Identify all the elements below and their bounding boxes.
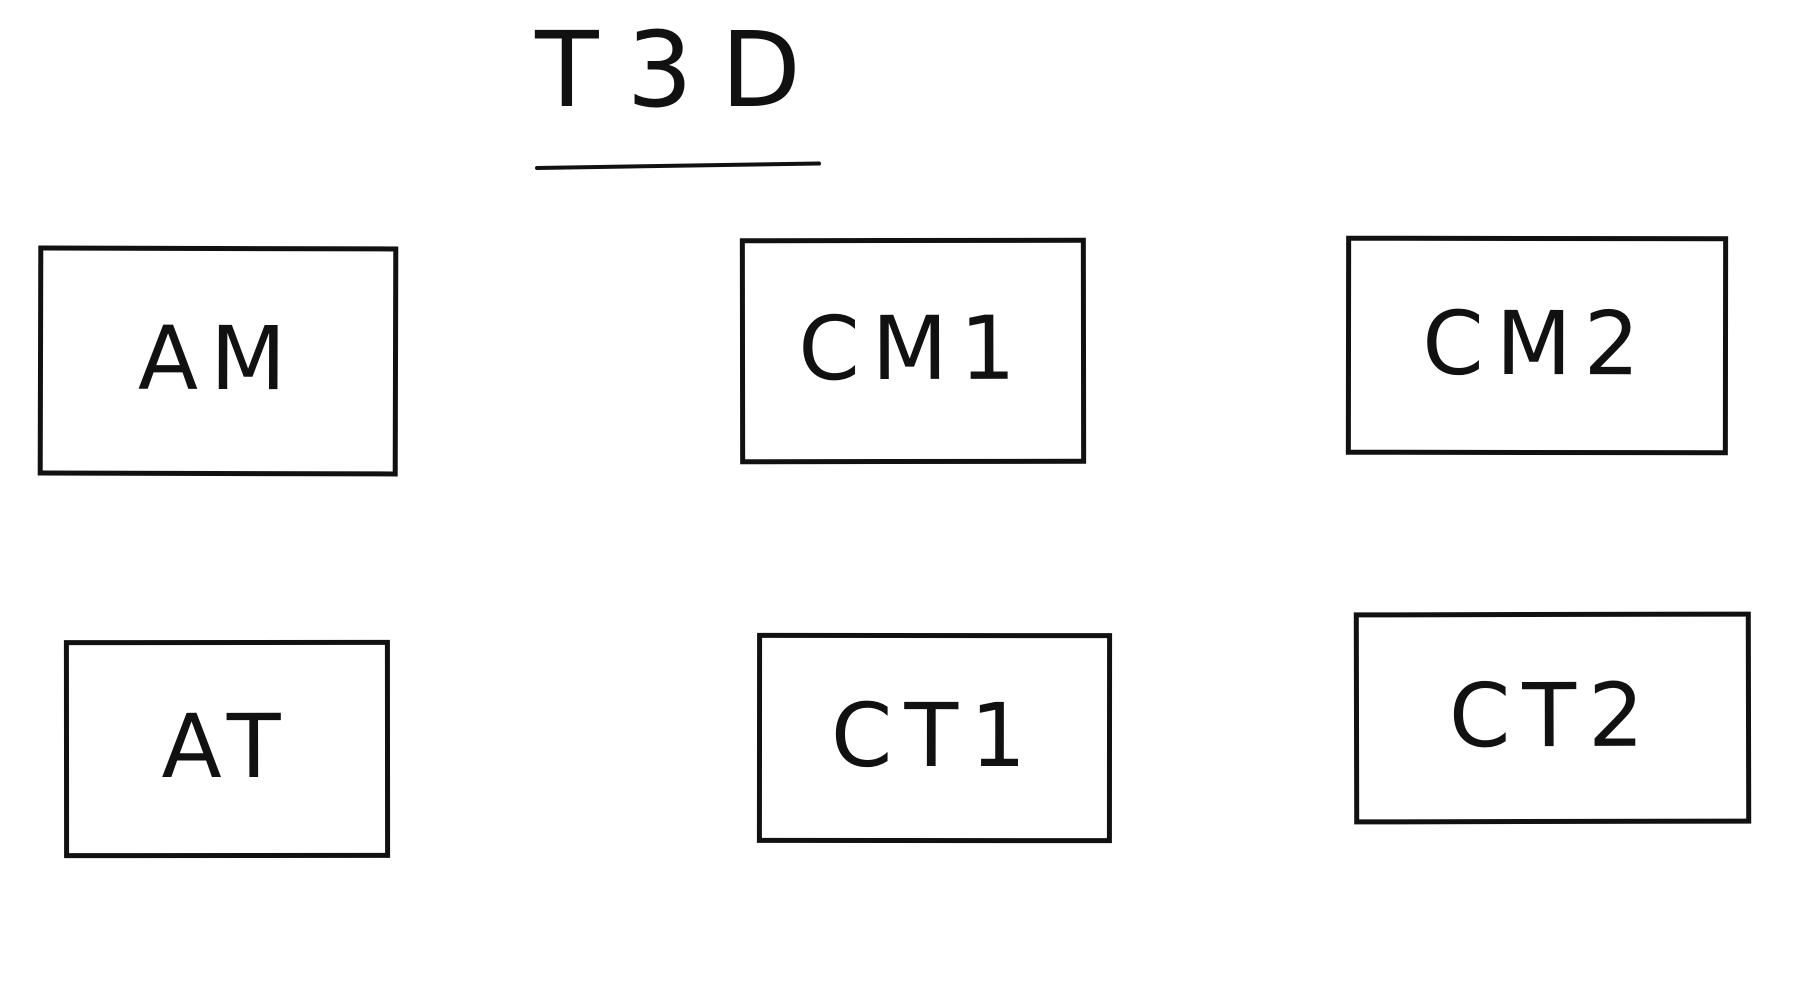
node-ct2: CT2: [1353, 611, 1752, 825]
diagram-title: T3D: [535, 9, 829, 131]
node-cm1-label: CM1: [798, 296, 1028, 401]
node-cm2-label: CM2: [1422, 291, 1652, 395]
node-ct1-label: CT1: [830, 683, 1039, 788]
node-cm2: CM2: [1345, 235, 1729, 456]
node-ct1: CT1: [756, 632, 1113, 844]
node-am-label: AM: [137, 306, 299, 411]
node-at-label: AT: [161, 694, 293, 799]
node-am: AM: [37, 245, 399, 477]
node-ct2-label: CT2: [1448, 663, 1657, 768]
node-cm1: CM1: [739, 237, 1087, 465]
title-underline: [534, 161, 821, 170]
node-at: AT: [63, 639, 391, 859]
